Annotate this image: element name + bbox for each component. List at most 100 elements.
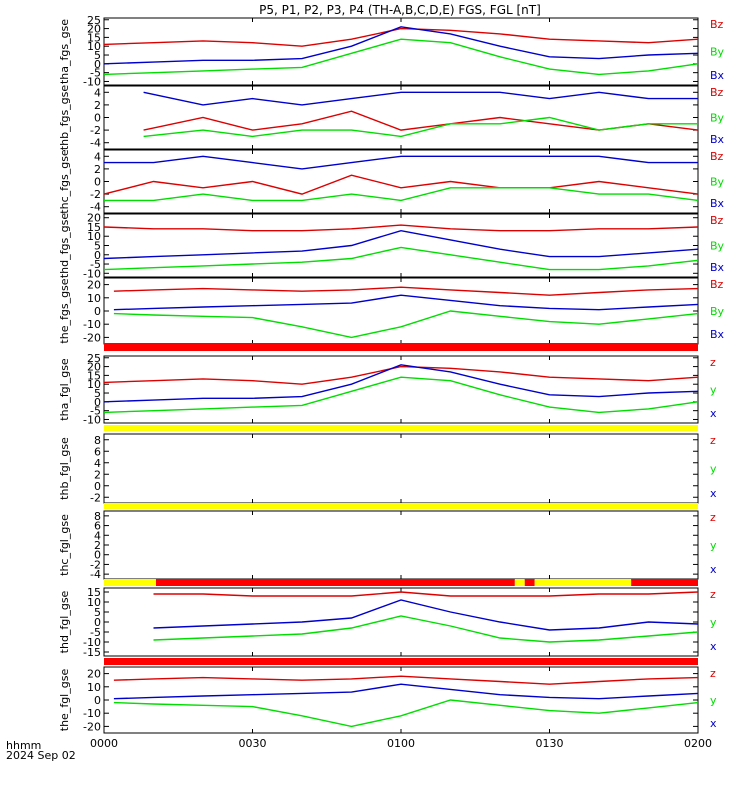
y-tick-label: -10 [83,707,101,720]
y-tick-label: 15 [87,369,101,382]
series-bz-line [143,110,699,131]
y-tick-label: -10 [83,636,101,649]
y-tick-label: 10 [87,230,101,243]
legend-x: x [710,563,717,576]
y-tick-label: -2 [90,124,101,137]
y-tick-label: -2 [90,188,101,201]
legend-y: y [710,539,717,552]
flag-segment [514,579,525,586]
series-by-line [104,187,699,202]
flag-segment [104,425,698,431]
legend-by: By [710,240,725,253]
legend-bz: Bz [710,150,724,163]
y-axis-label: thb_fgl_gse [58,437,71,500]
plot-title: P5, P1, P2, P3, P4 (TH-A,B,C,D,E) FGS, F… [259,3,541,17]
y-tick-label: 15 [87,31,101,44]
flag-segment [104,658,698,665]
legend-y: y [710,463,717,476]
flag-segment [524,579,535,586]
y-tick-label: 5 [94,240,101,253]
legend-by: By [710,112,725,125]
y-tick-label: 0 [94,396,101,409]
legend-x: x [710,407,717,420]
y-axis-label: thd_fgs_gse [58,213,71,279]
legend-y: y [710,384,717,397]
y-axis-label: thb_fgs_gse [58,85,71,151]
panel-frame [103,587,699,657]
y-tick-label: 20 [87,279,101,292]
series-x-line [153,599,699,631]
legend-by: By [710,176,725,189]
y-tick-label: -10 [83,413,101,426]
y-tick-label: -4 [90,568,101,581]
series-by-line [103,246,699,271]
y-tick-label: -10 [83,267,101,280]
x-axis-corner-label: hhmm [6,739,41,752]
legend-bx: Bx [710,197,725,210]
legend-z: z [710,511,716,524]
flag-bars [104,343,698,665]
x-axis-date-label: 2024 Sep 02 [6,749,76,762]
y-tick-label: 0 [94,616,101,629]
y-tick-label: 0 [94,112,101,125]
y-axis-label: the_fgl_gse [58,669,71,732]
series-by-line [143,116,698,138]
y-tick-label: 0 [94,480,101,493]
y-tick-label: -5 [90,67,101,80]
y-tick-label: 4 [94,457,101,470]
y-tick-label: -2 [90,491,101,504]
y-tick-label: -5 [90,405,101,418]
y-tick-label: 5 [94,606,101,619]
y-tick-label: -10 [83,318,101,331]
y-tick-label: -5 [90,626,101,639]
series-z-line [153,591,699,597]
series-y-line [153,615,699,643]
legend-bz: Bz [710,214,724,227]
y-tick-label: 10 [87,40,101,53]
y-tick-label: 4 [94,86,101,99]
series-z-line [103,365,699,385]
series-bz-line [103,27,699,47]
y-tick-label: 8 [94,434,101,447]
y-axis-label: tha_fgs_gse [58,19,71,84]
panel-frame [103,213,699,278]
y-tick-label: 4 [94,529,101,542]
y-tick-label: 10 [87,681,101,694]
legend-bz: Bz [710,18,724,31]
y-tick-label: -20 [83,331,101,344]
legend-bz: Bz [710,278,724,291]
y-tick-label: 2 [94,99,101,112]
y-tick-label: 6 [94,520,101,533]
panel-frame [103,149,699,214]
y-axis-label: thc_fgs_gse [58,149,71,214]
series-x-line [103,364,699,403]
y-tick-label: 10 [87,596,101,609]
x-tick-label: 0100 [387,737,415,750]
series-bx-line [143,91,698,106]
panel-3: 420-2-4 thc_fgs_gse Bz By Bx [58,149,725,214]
series-bz-line [103,224,699,232]
y-tick-label: -20 [83,720,101,733]
x-tick-label: 0000 [90,737,118,750]
x-axis: hhmm 2024 Sep 02 0000 0030 0100 0130 0200 [6,737,712,762]
series-by-line [113,310,699,339]
legend-z: z [710,356,716,369]
y-tick-label: 15 [87,221,101,234]
legend-y: y [710,694,717,707]
series-y-line [103,376,699,414]
flag-segment [155,579,515,586]
y-tick-label: 0 [94,249,101,262]
series-bx-line [103,26,699,65]
panel-frame [103,433,699,504]
series-by-line [103,38,699,76]
y-tick-label: 10 [87,378,101,391]
y-tick-label: 0 [94,58,101,71]
legend-y: y [710,616,717,629]
legend-bx: Bx [710,261,725,274]
